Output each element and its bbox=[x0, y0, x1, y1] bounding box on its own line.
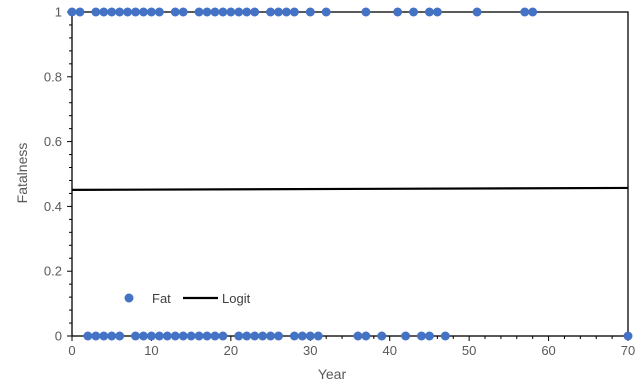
fat-point bbox=[115, 331, 125, 341]
fat-point bbox=[266, 7, 276, 17]
fat-point bbox=[432, 7, 442, 17]
fat-point bbox=[242, 7, 252, 17]
fat-point bbox=[409, 7, 419, 17]
logit-line bbox=[71, 186, 629, 191]
x-tick-label: 20 bbox=[224, 343, 238, 358]
legend-label-fat: Fat bbox=[152, 291, 171, 306]
fat-point bbox=[131, 7, 141, 17]
fat-point bbox=[210, 331, 220, 341]
fat-point bbox=[234, 331, 244, 341]
fat-point bbox=[218, 331, 228, 341]
fat-point bbox=[289, 331, 299, 341]
x-tick-label: 60 bbox=[541, 343, 555, 358]
fat-point bbox=[281, 7, 291, 17]
fat-point bbox=[297, 331, 307, 341]
y-tick-label: 0.2 bbox=[44, 264, 62, 279]
x-tick-label: 50 bbox=[462, 343, 476, 358]
fat-point bbox=[472, 7, 482, 17]
y-tick-label: 0 bbox=[55, 329, 62, 344]
fat-point bbox=[250, 7, 260, 17]
fat-point bbox=[99, 7, 109, 17]
fat-point bbox=[274, 7, 284, 17]
fat-point bbox=[178, 331, 188, 341]
y-tick-label: 0.6 bbox=[44, 134, 62, 149]
fat-point bbox=[146, 7, 156, 17]
fat-point bbox=[186, 331, 196, 341]
fat-point bbox=[131, 331, 141, 341]
plot-data bbox=[67, 7, 633, 341]
y-tick-label: 0.4 bbox=[44, 199, 62, 214]
y-axis-title: Fatalness bbox=[14, 143, 30, 204]
fat-point bbox=[361, 7, 371, 17]
fat-point bbox=[99, 331, 109, 341]
x-tick-label: 70 bbox=[621, 343, 635, 358]
fat-point bbox=[107, 331, 117, 341]
fat-point bbox=[75, 7, 85, 17]
fat-point bbox=[202, 331, 212, 341]
fat-point bbox=[353, 331, 363, 341]
x-tick-label: 30 bbox=[303, 343, 317, 358]
fat-point bbox=[520, 7, 530, 17]
fat-point bbox=[242, 331, 252, 341]
fat-point bbox=[194, 7, 204, 17]
fat-point bbox=[234, 7, 244, 17]
fat-point bbox=[115, 7, 125, 17]
y-tick-label: 0.8 bbox=[44, 69, 62, 84]
fat-point bbox=[67, 7, 77, 17]
x-axis-title: Year bbox=[318, 366, 347, 382]
fat-point bbox=[138, 7, 148, 17]
x-tick-label: 10 bbox=[144, 343, 158, 358]
fat-point bbox=[305, 7, 315, 17]
fat-point bbox=[170, 7, 180, 17]
fat-point bbox=[623, 331, 633, 341]
fat-point bbox=[313, 331, 323, 341]
fat-point bbox=[424, 7, 434, 17]
fat-point bbox=[123, 7, 133, 17]
fat-point bbox=[83, 331, 93, 341]
fat-point bbox=[226, 7, 236, 17]
fat-point bbox=[321, 7, 331, 17]
axes: 0 10 20 30 40 50 60 70 0 0.2 0.4 0.6 0.8 1 bbox=[44, 5, 635, 359]
x-tick-label: 40 bbox=[382, 343, 396, 358]
legend-marker-fat bbox=[124, 293, 134, 303]
plot-frame bbox=[71, 11, 629, 337]
fat-point bbox=[258, 331, 268, 341]
fat-point bbox=[91, 331, 101, 341]
fat-point bbox=[162, 331, 172, 341]
fat-point bbox=[401, 331, 411, 341]
fat-point bbox=[424, 331, 434, 341]
fat-point bbox=[154, 331, 164, 341]
fat-point bbox=[266, 331, 276, 341]
y-tick-label: 1 bbox=[55, 5, 62, 20]
fat-point bbox=[178, 7, 188, 17]
fat-point bbox=[107, 7, 117, 17]
fat-point bbox=[91, 7, 101, 17]
fat-point bbox=[440, 331, 450, 341]
legend: Fat Logit bbox=[124, 291, 251, 306]
fat-point bbox=[210, 7, 220, 17]
x-tick-label: 0 bbox=[68, 343, 75, 358]
fat-point bbox=[416, 331, 426, 341]
fat-point bbox=[250, 331, 260, 341]
fat-point bbox=[377, 331, 387, 341]
fat-point bbox=[170, 331, 180, 341]
fat-point bbox=[289, 7, 299, 17]
fat-point bbox=[146, 331, 156, 341]
fat-point bbox=[528, 7, 538, 17]
fat-point bbox=[393, 7, 403, 17]
fat-point bbox=[218, 7, 228, 17]
fat-point bbox=[305, 331, 315, 341]
fat-point bbox=[138, 331, 148, 341]
fat-point bbox=[194, 331, 204, 341]
fat-point bbox=[274, 331, 284, 341]
fat-point bbox=[154, 7, 164, 17]
legend-label-logit: Logit bbox=[222, 291, 251, 306]
fat-point bbox=[361, 331, 371, 341]
fat-point bbox=[202, 7, 212, 17]
